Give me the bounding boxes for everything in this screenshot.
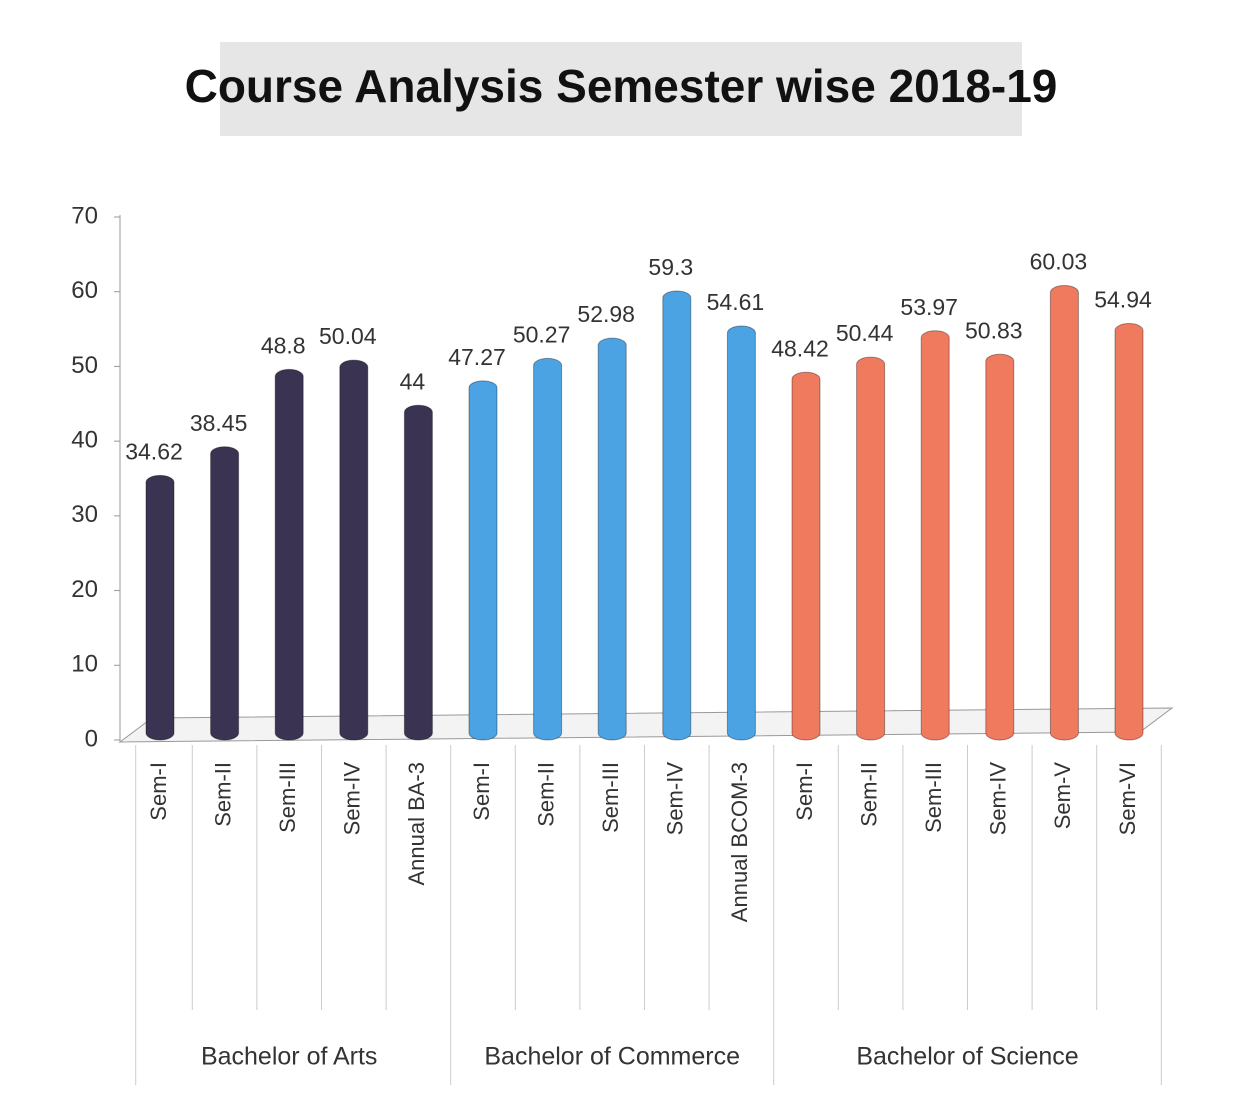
bar [597, 337, 627, 741]
x-tick-label: Annual BCOM-3 [727, 762, 752, 922]
group-label: Bachelor of Arts [201, 1043, 377, 1071]
bar [274, 368, 304, 741]
data-label: 38.45 [190, 410, 248, 436]
x-tick-label: Sem-IV [340, 762, 365, 836]
title-box [220, 42, 1022, 136]
y-tick-label: 60 [71, 277, 98, 304]
group-label: Bachelor of Commerce [484, 1043, 740, 1071]
x-tick-label: Sem-III [598, 762, 623, 833]
data-label: 52.98 [577, 301, 635, 327]
x-tick-label: Sem-V [1050, 762, 1075, 830]
y-tick-label: 0 [85, 725, 98, 752]
x-tick-label: Sem-I [146, 762, 171, 821]
bar [403, 404, 433, 741]
bar [1049, 284, 1079, 741]
x-tick-label: Sem-II [856, 762, 881, 827]
bar [145, 474, 175, 741]
data-label: 50.44 [836, 320, 894, 346]
bar [339, 359, 369, 741]
data-label: 50.04 [319, 323, 377, 349]
y-tick-label: 20 [71, 576, 98, 603]
bar [726, 325, 756, 741]
x-tick-label: Sem-III [275, 762, 300, 833]
data-label: 59.3 [648, 254, 693, 280]
group-label: Bachelor of Science [856, 1043, 1078, 1071]
bar [856, 356, 886, 741]
x-tick-label: Annual BA-3 [404, 762, 429, 886]
x-tick-label: Sem-IV [986, 762, 1011, 836]
bar [533, 357, 563, 741]
data-label: 34.62 [125, 438, 183, 464]
bar [468, 380, 498, 741]
data-label: 47.27 [448, 344, 506, 370]
y-tick-label: 10 [71, 651, 98, 678]
data-label: 54.94 [1094, 287, 1152, 313]
data-label: 60.03 [1030, 249, 1088, 275]
y-tick-label: 50 [71, 352, 98, 379]
y-tick-label: 40 [71, 426, 98, 453]
x-tick-label: Sem-I [792, 762, 817, 821]
x-tick-label: Sem-III [921, 762, 946, 833]
data-label: 54.61 [707, 289, 765, 315]
chart-title: Course Analysis Semester wise 2018-19 [185, 60, 1058, 112]
data-label: 53.97 [900, 294, 958, 320]
y-tick-label: 30 [71, 501, 98, 528]
bar [985, 353, 1015, 741]
data-label: 50.83 [965, 317, 1023, 343]
bar [1114, 323, 1144, 741]
bar [920, 330, 950, 741]
bar [791, 371, 821, 741]
bar [210, 446, 240, 741]
y-tick-label: 70 [71, 202, 98, 229]
data-label: 44 [400, 368, 426, 394]
x-tick-label: Sem-II [533, 762, 558, 827]
x-tick-label: Sem-VI [1115, 762, 1140, 835]
data-label: 50.27 [513, 321, 571, 347]
data-label: 48.42 [771, 335, 829, 361]
x-tick-label: Sem-I [469, 762, 494, 821]
data-label: 48.8 [261, 332, 306, 358]
bar [662, 290, 692, 741]
x-tick-label: Sem-II [210, 762, 235, 827]
x-tick-label: Sem-IV [663, 762, 688, 836]
